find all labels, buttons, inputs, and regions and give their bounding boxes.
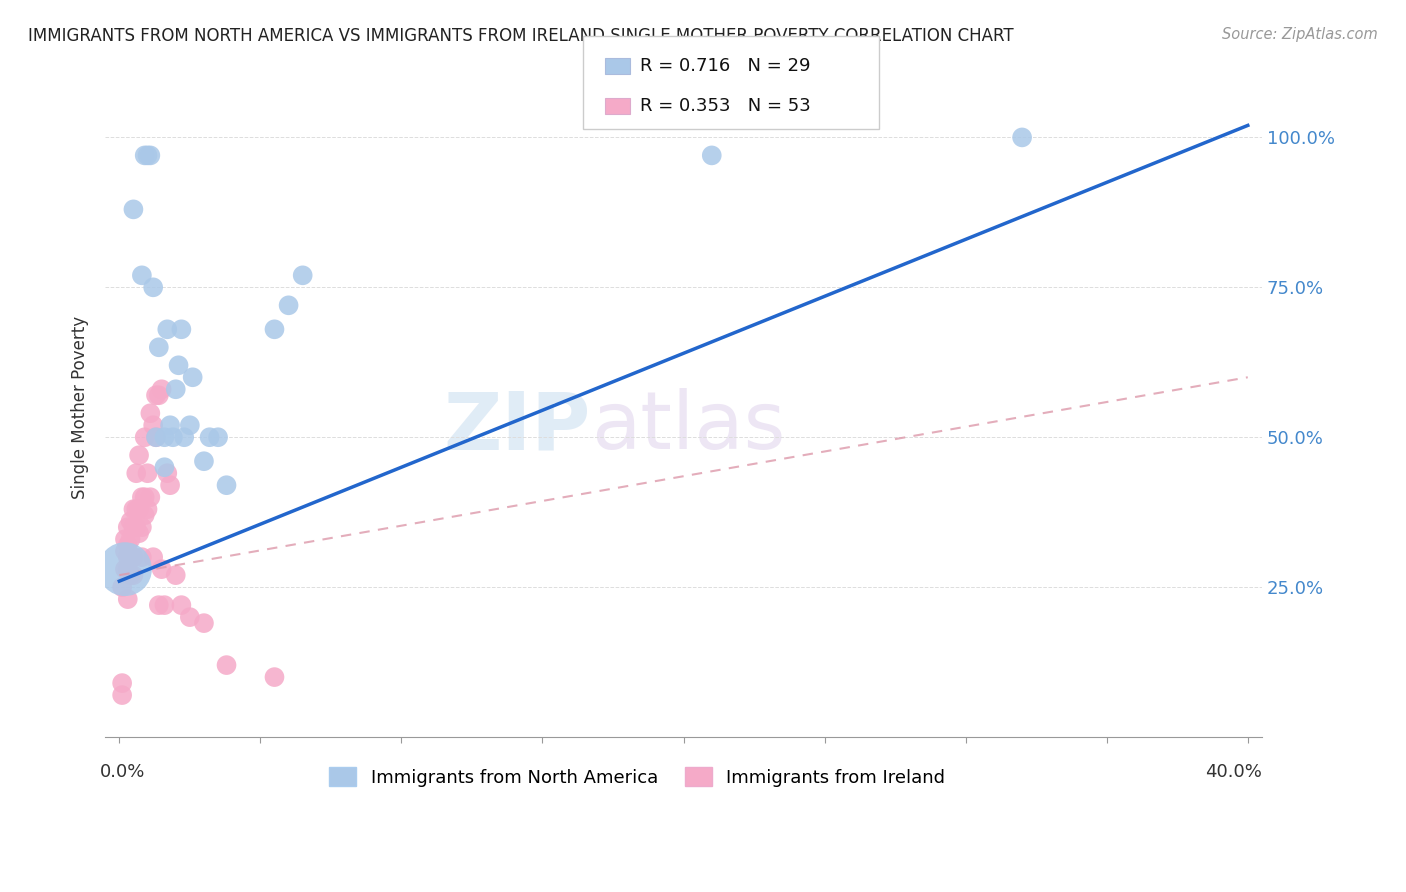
Point bbox=[215, 658, 238, 673]
Point bbox=[125, 502, 148, 516]
Point bbox=[156, 322, 179, 336]
Point bbox=[167, 359, 190, 373]
Point bbox=[148, 388, 170, 402]
Point bbox=[173, 430, 195, 444]
Point bbox=[263, 670, 285, 684]
Point bbox=[159, 418, 181, 433]
Text: 0.0%: 0.0% bbox=[100, 763, 145, 780]
Point bbox=[131, 520, 153, 534]
Point bbox=[277, 298, 299, 312]
Point bbox=[145, 388, 167, 402]
Point bbox=[114, 562, 136, 576]
Point bbox=[128, 502, 150, 516]
Point bbox=[148, 598, 170, 612]
Point bbox=[122, 550, 145, 565]
Point bbox=[131, 490, 153, 504]
Text: IMMIGRANTS FROM NORTH AMERICA VS IMMIGRANTS FROM IRELAND SINGLE MOTHER POVERTY C: IMMIGRANTS FROM NORTH AMERICA VS IMMIGRA… bbox=[28, 27, 1014, 45]
Legend: Immigrants from North America, Immigrants from Ireland: Immigrants from North America, Immigrant… bbox=[322, 760, 953, 794]
Point bbox=[263, 322, 285, 336]
Text: Source: ZipAtlas.com: Source: ZipAtlas.com bbox=[1222, 27, 1378, 42]
Y-axis label: Single Mother Poverty: Single Mother Poverty bbox=[72, 316, 89, 499]
Point bbox=[170, 322, 193, 336]
Point bbox=[114, 562, 136, 576]
Point bbox=[134, 508, 156, 523]
Point bbox=[120, 568, 142, 582]
Point bbox=[122, 202, 145, 217]
Point bbox=[117, 562, 139, 576]
Point bbox=[136, 502, 159, 516]
Point bbox=[122, 502, 145, 516]
Text: atlas: atlas bbox=[591, 388, 786, 466]
Point bbox=[111, 676, 134, 690]
Point bbox=[111, 688, 134, 702]
Point bbox=[145, 430, 167, 444]
Point bbox=[1011, 130, 1033, 145]
Point bbox=[117, 550, 139, 565]
Point bbox=[120, 550, 142, 565]
Point bbox=[120, 514, 142, 528]
Point bbox=[145, 430, 167, 444]
Point bbox=[111, 580, 134, 594]
Text: 40.0%: 40.0% bbox=[1205, 763, 1263, 780]
Point bbox=[114, 532, 136, 546]
Point bbox=[136, 148, 159, 162]
Point bbox=[131, 268, 153, 283]
Point bbox=[153, 460, 176, 475]
Point bbox=[128, 448, 150, 462]
Point bbox=[117, 592, 139, 607]
Point bbox=[128, 526, 150, 541]
Point bbox=[207, 430, 229, 444]
Point bbox=[153, 598, 176, 612]
Point bbox=[142, 280, 165, 294]
Point bbox=[122, 520, 145, 534]
Point bbox=[142, 550, 165, 565]
Point bbox=[700, 148, 723, 162]
Point bbox=[117, 538, 139, 552]
Point bbox=[148, 340, 170, 354]
Point bbox=[179, 418, 201, 433]
Point bbox=[125, 520, 148, 534]
Text: R = 0.716   N = 29: R = 0.716 N = 29 bbox=[640, 56, 810, 75]
Point bbox=[159, 478, 181, 492]
Point bbox=[150, 562, 173, 576]
Point bbox=[136, 467, 159, 481]
Point bbox=[150, 382, 173, 396]
Point bbox=[120, 532, 142, 546]
Point bbox=[117, 520, 139, 534]
Point bbox=[165, 568, 187, 582]
Text: ZIP: ZIP bbox=[444, 388, 591, 466]
Point bbox=[125, 467, 148, 481]
Point bbox=[193, 454, 215, 468]
Point bbox=[122, 568, 145, 582]
Point bbox=[117, 562, 139, 576]
Point bbox=[139, 406, 162, 420]
Point bbox=[139, 148, 162, 162]
Point bbox=[153, 430, 176, 444]
Point bbox=[139, 490, 162, 504]
Point bbox=[162, 430, 184, 444]
Point bbox=[215, 478, 238, 492]
Point bbox=[134, 430, 156, 444]
Point bbox=[114, 544, 136, 558]
Point bbox=[198, 430, 221, 444]
Point bbox=[156, 467, 179, 481]
Point bbox=[165, 382, 187, 396]
Point bbox=[131, 550, 153, 565]
Point bbox=[142, 418, 165, 433]
Point bbox=[291, 268, 314, 283]
Point bbox=[179, 610, 201, 624]
Point bbox=[134, 490, 156, 504]
Point bbox=[193, 616, 215, 631]
Point bbox=[181, 370, 204, 384]
Point bbox=[170, 598, 193, 612]
Text: R = 0.353   N = 53: R = 0.353 N = 53 bbox=[640, 97, 810, 115]
Point bbox=[134, 148, 156, 162]
